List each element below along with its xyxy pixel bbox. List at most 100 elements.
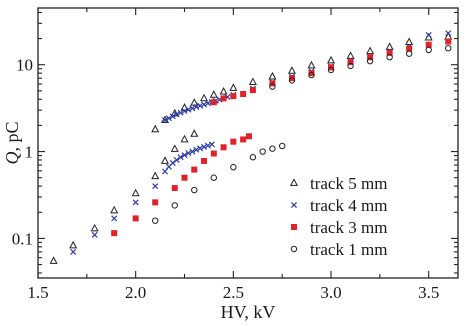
series-2: [111, 38, 452, 237]
x-tick-label: 3.5: [418, 283, 439, 302]
data-point: [170, 144, 179, 152]
data-point: [386, 54, 393, 61]
plot-area: [37, 7, 459, 279]
y-axis-symbol: Q: [2, 152, 22, 165]
series-1: [70, 30, 452, 255]
data-point: [69, 240, 78, 249]
legend-marker: [290, 201, 298, 209]
data-point: [230, 93, 237, 100]
data-point: [248, 77, 257, 86]
x-tick-label: 2.5: [223, 283, 244, 302]
data-point: [269, 80, 276, 87]
data-point: [152, 199, 159, 206]
data-point: [190, 129, 199, 137]
data-point: [425, 31, 432, 39]
data-point: [110, 205, 119, 214]
data-point: [160, 156, 170, 164]
data-point: [240, 91, 247, 98]
data-point: [181, 152, 188, 159]
data-point: [189, 148, 196, 155]
y-tick-label: 1: [25, 143, 34, 162]
x-axis-label: HV, kV: [221, 302, 276, 322]
legend-marker: [289, 178, 299, 186]
data-point: [327, 66, 335, 74]
legend-label: track 4 mm: [310, 196, 387, 215]
data-point: [169, 113, 176, 120]
data-point: [259, 148, 266, 155]
data-point: [173, 156, 180, 164]
data-point: [219, 86, 228, 95]
data-point: [347, 62, 354, 70]
data-point: [185, 106, 192, 113]
series-3: [152, 44, 452, 224]
data-point: [201, 143, 208, 150]
legend: track 5 mm track 4 mm track 3 mm track 1 mm: [289, 174, 387, 259]
data-point: [268, 71, 277, 80]
data-point: [326, 55, 336, 64]
data-point: [347, 59, 354, 66]
data-point: [185, 150, 192, 157]
x-tick-label: 3.0: [320, 283, 341, 302]
data-point: [173, 111, 180, 118]
data-point: [405, 50, 413, 57]
data-point: [209, 90, 218, 98]
data-point: [193, 146, 200, 153]
data-point: [220, 95, 227, 102]
data-point: [161, 168, 169, 175]
data-point: [165, 115, 172, 122]
data-point: [152, 183, 159, 190]
data-point: [287, 66, 296, 74]
data-point: [230, 164, 237, 171]
data-point: [425, 41, 432, 48]
data-point: [385, 42, 394, 50]
data-point: [308, 71, 315, 79]
data-point: [366, 46, 375, 55]
data-point: [208, 141, 215, 148]
data-point: [278, 142, 286, 150]
data-point: [161, 117, 169, 124]
data-point: [445, 44, 452, 52]
data-point: [189, 105, 196, 112]
data-point: [425, 46, 432, 54]
data-point: [131, 188, 140, 197]
data-point: [169, 159, 176, 166]
data-point: [160, 115, 170, 124]
data-point: [90, 223, 99, 232]
data-point: [181, 108, 188, 115]
data-point: [220, 144, 227, 151]
data-point: [132, 199, 139, 206]
data-point: [200, 93, 209, 102]
data-point: [308, 70, 315, 77]
data-point: [406, 45, 413, 52]
data-point: [191, 166, 198, 173]
data-point: [180, 134, 189, 143]
data-point: [240, 136, 247, 143]
data-point: [91, 231, 98, 238]
y-axis-unit: , pC: [2, 121, 22, 151]
legend-label: track 5 mm: [310, 174, 387, 193]
data-point: [288, 77, 296, 84]
data-point: [210, 150, 217, 157]
data-point: [111, 230, 118, 237]
data-point: [230, 138, 237, 145]
data-point: [49, 256, 58, 264]
legend-marker: [290, 245, 298, 253]
data-points: [49, 30, 453, 264]
data-point: [70, 248, 77, 255]
data-point: [151, 171, 160, 180]
data-point: [405, 37, 414, 46]
data-point: [229, 83, 238, 91]
x-tick-label: 2.0: [125, 283, 146, 302]
legend-label: track 1 mm: [310, 240, 387, 259]
data-point: [245, 133, 252, 140]
plot-frame: [37, 7, 459, 279]
data-point: [445, 38, 452, 45]
data-point: [366, 57, 374, 65]
data-point: [171, 185, 178, 192]
axis-ticks: 1.5 2.0 2.5 3.0 3.5 0.1 1 10: [12, 8, 458, 302]
series-0: [49, 32, 453, 264]
legend-label: track 3 mm: [310, 218, 387, 237]
data-point: [181, 174, 188, 181]
x-tick-label: 1.5: [27, 283, 48, 302]
